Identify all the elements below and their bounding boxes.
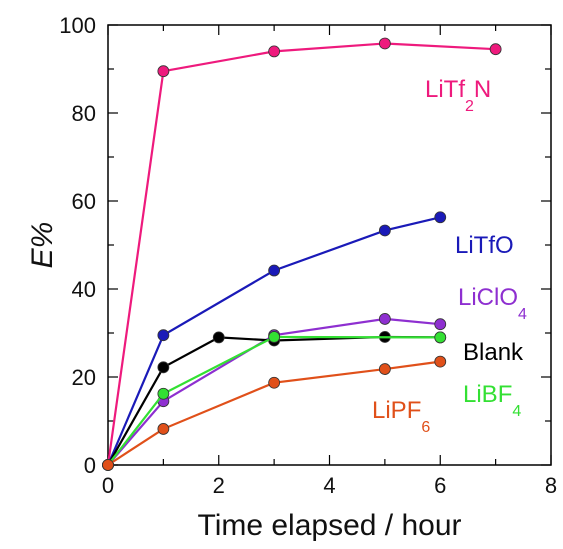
x-tick-label: 0 (102, 473, 114, 498)
series-line-libf4 (107, 335, 441, 466)
series-group (102, 37, 502, 471)
y-tick-label: 0 (84, 453, 96, 478)
series-label-libf4: LiBF4 (463, 381, 521, 420)
data-point (489, 43, 502, 56)
y-tick-label: 80 (72, 101, 96, 126)
y-axis-title: E% (26, 222, 59, 269)
data-point (157, 387, 170, 400)
data-point (157, 65, 170, 78)
series-libf4 (102, 331, 447, 471)
x-axis-title: Time elapsed / hour (197, 509, 461, 542)
series-label-liclo4: LiClO4 (458, 284, 527, 323)
x-tick-label: 2 (213, 473, 225, 498)
data-point (268, 45, 281, 58)
series-label-litfo: LiTfO (455, 232, 514, 259)
series-labels: LiTf2N LiTfO LiClO4 Blank LiBF4 LiPF6 (372, 76, 527, 436)
data-point (434, 331, 447, 344)
data-point (212, 331, 225, 344)
data-point (102, 459, 114, 471)
series-lipf6 (102, 355, 447, 471)
data-point (378, 224, 391, 237)
y-axis-ticks: 0 20 40 60 80 100 (59, 13, 551, 478)
x-tick-label: 8 (545, 473, 557, 498)
series-label-blank: Blank (463, 339, 524, 366)
data-point (378, 37, 391, 50)
data-point (157, 361, 170, 374)
data-point (268, 264, 281, 277)
y-tick-label: 40 (72, 277, 96, 302)
data-point (268, 331, 281, 343)
data-point (157, 329, 170, 342)
data-point (434, 211, 447, 224)
x-tick-label: 4 (323, 473, 335, 498)
y-tick-label: 100 (59, 13, 96, 38)
x-tick-label: 6 (434, 473, 446, 498)
data-point (434, 318, 447, 331)
series-label-lipf6: LiPF6 (372, 397, 430, 436)
x-axis-ticks: 0 2 4 6 8 (102, 25, 557, 498)
data-point (434, 355, 447, 368)
data-point (378, 313, 391, 325)
data-point (157, 423, 170, 435)
y-tick-label: 60 (72, 189, 96, 214)
y-tick-label: 20 (72, 365, 96, 390)
data-point (268, 376, 281, 389)
data-point (378, 363, 391, 375)
series-label-litf2n: LiTf2N (425, 76, 491, 115)
